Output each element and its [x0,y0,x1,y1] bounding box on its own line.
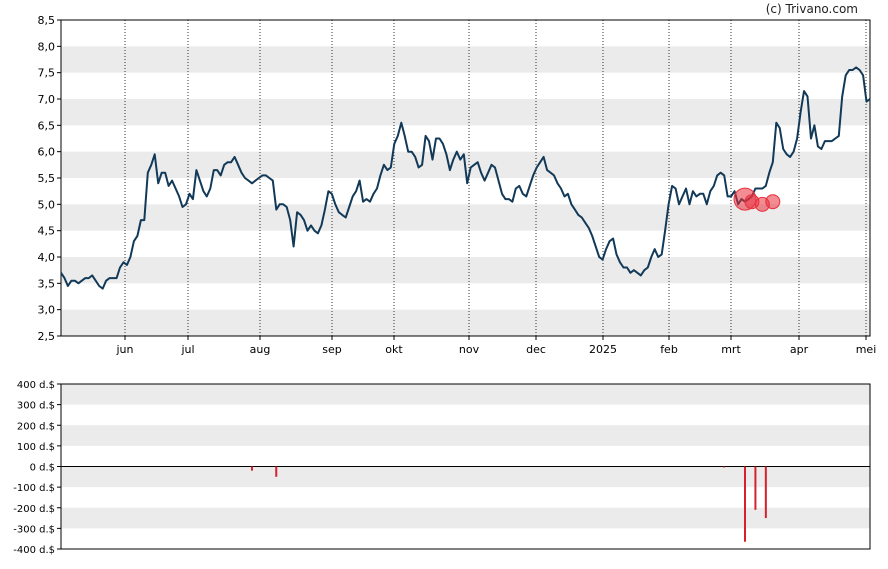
y-tick-label: 4,0 [38,251,56,264]
transaction-bar [250,466,253,471]
y-tick-label: 8,0 [38,40,56,53]
y-tick-label: -400 d.$ [13,545,55,556]
x-tick-label: sep [322,343,341,356]
x-tick-label: aug [250,343,271,356]
grid-band [61,204,870,231]
y-tick-label: 6,0 [38,146,56,159]
watermark: (c) Trivano.com [766,2,858,16]
y-tick-label: 5,5 [38,172,56,185]
transaction-bar [723,466,726,468]
y-tick-label: 3,5 [38,277,56,290]
y-tick-label: 7,0 [38,93,56,106]
x-tick-label: okt [385,343,403,356]
grid-band [61,384,870,405]
x-tick-label: jun [116,343,134,356]
price-panel: 2,5 3,0 3,5 4,0 4,5 5,0 5,5 6,0 6,5 7,0 7,5 8,0 8,5 j… [38,14,877,356]
x-tick-label: mrt [721,343,741,356]
y-tick-label: -200 d.$ [13,504,55,515]
y-tick-label: 200 d.$ [17,421,55,432]
y-tick-label: 0 d.$ [30,463,55,474]
x-tick-label: jul [180,343,194,356]
transaction-bar [275,466,278,477]
x-tick-label: 2025 [589,343,617,356]
y-tick-label: 5,0 [38,198,56,211]
grid-band [61,99,870,126]
grid-band [61,46,870,73]
transaction-panel: -400 d.$ -300 d.$ -200 d.$ -100 d.$ 0 d.$ 100… [13,380,871,556]
grid-band [61,425,870,446]
grid-band [61,257,870,284]
y-tick-label: -300 d.$ [13,524,55,535]
y-tick-label: 8,5 [38,14,56,27]
grid-band [61,466,870,488]
y-tick-label: 3,0 [38,304,56,317]
y-tick-label: 400 d.$ [17,380,55,391]
y-tick-label: -100 d.$ [13,483,55,494]
x-tick-label: apr [790,343,809,356]
trade-marker [765,194,781,210]
x-tick-label: dec [526,343,546,356]
transaction-bar [754,466,757,510]
transaction-bar [764,466,767,519]
x-tick-label: nov [459,343,480,356]
grid-band [61,507,870,529]
grid-band [61,309,870,336]
y-tick-label: 100 d.$ [17,442,55,453]
y-tick-label: 7,5 [38,67,56,80]
x-tick-label: mei [856,343,877,356]
transaction-bar [744,466,747,542]
x-tick-label: feb [660,343,678,356]
y-tick-label: 300 d.$ [17,401,55,412]
y-tick-label: 6,5 [38,119,56,132]
y-tick-label: 4,5 [38,225,56,238]
y-tick-label: 2,5 [38,330,56,343]
